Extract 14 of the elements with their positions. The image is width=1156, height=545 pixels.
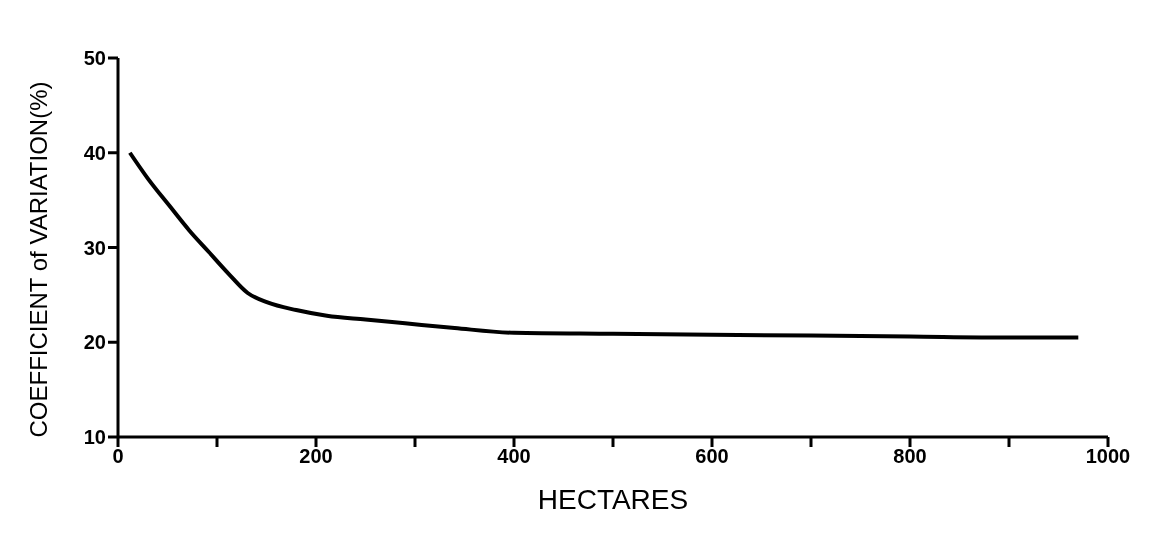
y-tick-label: 10 — [83, 426, 106, 449]
line-series — [127, 150, 1081, 340]
y-tick-label: 30 — [83, 236, 106, 259]
x-tick-label: 200 — [299, 445, 333, 468]
x-tick-label: 800 — [893, 445, 927, 468]
x-tick-label: 1000 — [1085, 445, 1131, 468]
y-tick-label: 40 — [83, 141, 106, 164]
x-axis-title: HECTARES — [537, 484, 689, 515]
y-tick-label: 20 — [83, 331, 106, 354]
x-tick-label: 400 — [497, 445, 531, 468]
y-tick-label: 50 — [83, 47, 106, 70]
x-tick-label: 600 — [695, 445, 729, 468]
y-axis-title: COEFFICIENT of VARIATION(%) — [24, 81, 52, 438]
x-tick-label: 0 — [112, 445, 124, 468]
